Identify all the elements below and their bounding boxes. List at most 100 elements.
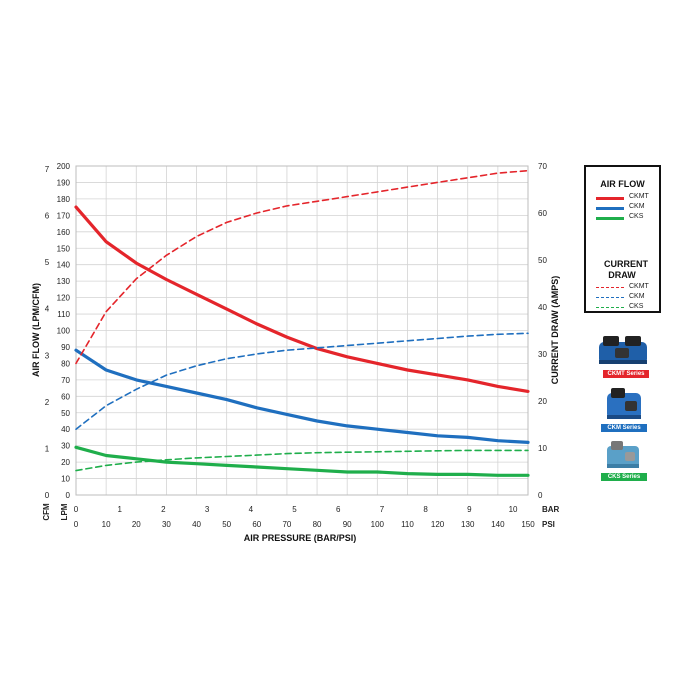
legend-item-ckm-air-flow: CKM [596, 203, 658, 213]
x-tick-label-psi: 130 [461, 520, 475, 529]
y-tick-label-lpm: 10 [61, 475, 70, 484]
product-ckmt: CKMT Series [595, 330, 651, 380]
y-tick-label-lpm: 110 [57, 310, 70, 319]
y-tick-label-cfm: 7 [45, 165, 50, 174]
y-tick-label-cfm: 6 [45, 212, 50, 221]
legend-air-flow-heading: AIR FLOW [600, 179, 645, 189]
psi-unit-label: PSI [542, 520, 555, 529]
x-tick-label-bar: 9 [467, 505, 472, 514]
x-tick-label-bar: 1 [117, 505, 122, 514]
y-tick-label-lpm: 160 [57, 228, 71, 237]
y-tick-label-amps: 50 [538, 256, 547, 265]
y-tick-label-cfm: 0 [45, 491, 50, 500]
x-tick-label-psi: 110 [401, 520, 414, 529]
x-tick-label-psi: 100 [371, 520, 385, 529]
product-ckm-badge: CKM Series [601, 424, 647, 432]
x-tick-label-bar: 10 [509, 505, 518, 514]
legend-item-cks-air-flow: CKS [596, 213, 658, 223]
legend-label-ckmt-current: CKMT [629, 283, 649, 290]
series-line-ckmt-air-flow [74, 205, 530, 393]
legend-current-draw-heading: CURRENT DRAW [604, 259, 648, 280]
x-tick-label-psi: 10 [102, 520, 111, 529]
compressor-ckm-image [607, 388, 641, 419]
x-tick-label-psi: 60 [252, 520, 261, 529]
y-tick-label-lpm: 80 [61, 359, 70, 368]
y-tick-label-lpm: 0 [66, 491, 71, 500]
y-tick-label-cfm: 3 [45, 351, 50, 360]
legend-item-ckmt-air-flow: CKMT [596, 193, 658, 203]
x-tick-label-psi: 120 [431, 520, 445, 529]
compressor-cks-image [607, 441, 639, 468]
y-tick-label-amps: 30 [538, 350, 547, 359]
lpm-unit-label: LPM [60, 503, 69, 520]
product-cks-badge: CKS Series [601, 473, 647, 481]
legend-label-cks-current: CKS [629, 303, 644, 310]
chart-grid [75, 165, 529, 496]
y-tick-label-amps: 40 [538, 303, 547, 312]
x-tick-label-psi: 40 [192, 520, 201, 529]
legend-item-cks-current: CKS [596, 303, 658, 313]
y-tick-label-lpm: 100 [57, 327, 71, 336]
x-tick-label-psi: 150 [521, 520, 535, 529]
y-tick-label-lpm: 150 [57, 244, 71, 253]
series-line-ckm-air-flow [74, 348, 530, 444]
x-tick-label-bar: 2 [161, 505, 166, 514]
legend-swatch-ckm-dashed [596, 297, 624, 298]
legend-label-ckm: CKM [629, 203, 645, 210]
legend-swatch-cks-dashed [596, 307, 624, 308]
y-axis-title-right: CURRENT DRAW (AMPS) [550, 276, 560, 385]
y-tick-label-lpm: 140 [57, 261, 71, 270]
legend: AIR FLOW CKMT CKM CKS CURRENT DRAW CKMT … [584, 165, 661, 313]
y-tick-label-lpm: 170 [57, 211, 71, 220]
y-tick-label-lpm: 30 [61, 442, 70, 451]
x-tick-label-psi: 140 [491, 520, 505, 529]
x-tick-label-bar: 0 [74, 505, 79, 514]
y-tick-label-amps: 70 [538, 162, 547, 171]
series-line-cks-air-flow [74, 445, 530, 477]
legend-item-ckmt-current: CKMT [596, 283, 658, 293]
y-tick-label-lpm: 20 [61, 458, 70, 467]
x-tick-label-psi: 80 [313, 520, 322, 529]
bar-unit-label: BAR [542, 505, 560, 514]
chart-ticks: 0102030405060708090100110120130140150160… [45, 162, 548, 529]
product-ckmt-badge: CKMT Series [603, 370, 649, 378]
x-tick-label-psi: 20 [132, 520, 141, 529]
legend-label-ckmt: CKMT [629, 193, 649, 200]
y-tick-label-lpm: 190 [57, 178, 71, 187]
legend-swatch-cks-solid [596, 217, 624, 220]
y-tick-label-lpm: 60 [61, 392, 70, 401]
y-tick-label-amps: 10 [538, 444, 547, 453]
y-tick-label-lpm: 90 [61, 343, 70, 352]
series-line-ckmt-current-draw [75, 169, 529, 365]
series-line-ckm-current-draw [75, 332, 529, 431]
compressor-ckmt-image [599, 336, 647, 364]
y-tick-label-lpm: 40 [61, 425, 70, 434]
product-ckm: CKM Series [595, 385, 651, 435]
y-tick-label-cfm: 5 [45, 258, 50, 267]
x-tick-label-psi: 50 [222, 520, 231, 529]
y-tick-label-cfm: 2 [45, 398, 50, 407]
x-tick-label-psi: 0 [74, 520, 79, 529]
y-tick-label-lpm: 180 [57, 195, 71, 204]
x-tick-label-psi: 90 [343, 520, 352, 529]
y-tick-label-amps: 0 [538, 491, 543, 500]
y-axis-title-left: AIR FLOW (LPM/CFM) [31, 283, 41, 377]
series-line-cks-current-draw [75, 449, 529, 472]
x-tick-label-bar: 8 [423, 505, 428, 514]
y-tick-label-lpm: 200 [57, 162, 71, 171]
legend-swatch-ckmt-solid [596, 197, 624, 200]
x-tick-label-bar: 3 [205, 505, 210, 514]
legend-item-ckm-current: CKM [596, 293, 658, 303]
y-tick-label-lpm: 120 [57, 294, 71, 303]
x-axis-title: AIR PRESSURE (BAR/PSI) [244, 533, 357, 543]
y-tick-label-lpm: 130 [57, 277, 71, 286]
cfm-unit-label: CFM [42, 503, 51, 521]
x-tick-label-psi: 30 [162, 520, 171, 529]
y-tick-label-cfm: 4 [45, 305, 50, 314]
x-tick-label-psi: 70 [282, 520, 291, 529]
y-tick-label-amps: 20 [538, 397, 547, 406]
legend-swatch-ckm-solid [596, 207, 624, 210]
x-tick-label-bar: 5 [292, 505, 297, 514]
product-cks: CKS Series [595, 438, 651, 484]
